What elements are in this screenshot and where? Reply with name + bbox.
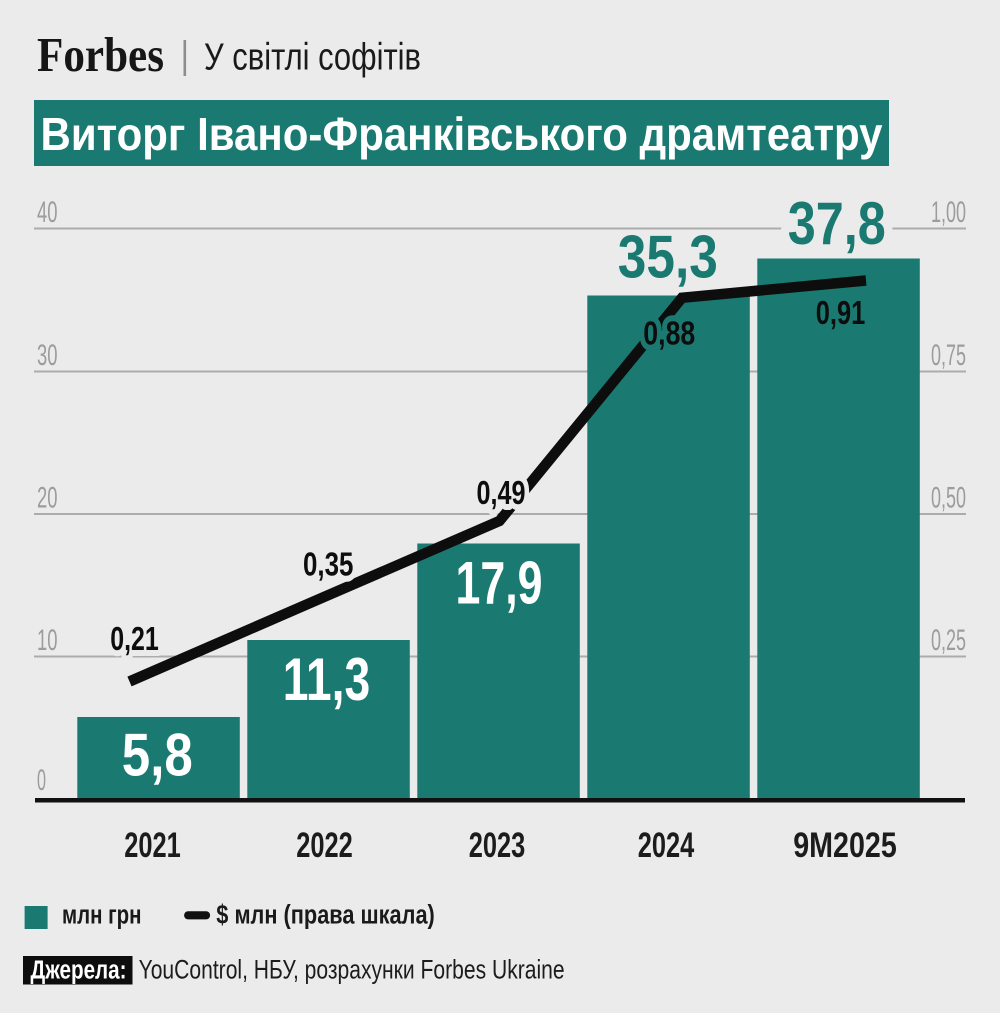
svg-text:0,35: 0,35	[303, 545, 353, 582]
svg-text:0,21: 0,21	[110, 620, 159, 657]
svg-text:1,00: 1,00	[931, 196, 966, 229]
svg-text:0,91: 0,91	[816, 294, 866, 331]
svg-text:17,9: 17,9	[456, 549, 543, 616]
svg-text:0,49: 0,49	[477, 474, 526, 511]
svg-text:9М2025: 9М2025	[793, 825, 897, 865]
svg-text:0,75: 0,75	[931, 339, 966, 372]
svg-text:Forbes: Forbes	[37, 27, 164, 82]
svg-text:0,88: 0,88	[643, 315, 695, 352]
svg-text:0,25: 0,25	[931, 624, 966, 657]
svg-text:0,50: 0,50	[931, 482, 966, 515]
svg-text:11,3: 11,3	[283, 646, 371, 713]
svg-text:37,8: 37,8	[788, 190, 886, 257]
svg-text:0,49: 0,49	[477, 474, 526, 511]
svg-text:Виторг Івано-Франківського дра: Виторг Івано-Франківського драмтеатру	[41, 108, 883, 160]
svg-text:40: 40	[37, 196, 58, 229]
svg-text:2024: 2024	[638, 825, 695, 865]
svg-text:У світлі софітів: У світлі софітів	[204, 37, 421, 79]
svg-text:0,21: 0,21	[110, 620, 159, 657]
svg-text:0: 0	[37, 764, 46, 797]
svg-text:2022: 2022	[296, 825, 353, 865]
svg-text:5,8: 5,8	[122, 722, 193, 789]
svg-text:35,3: 35,3	[618, 224, 718, 291]
svg-text:0,35: 0,35	[303, 545, 353, 582]
svg-text:Джерела:: Джерела:	[31, 957, 127, 985]
svg-text:0,88: 0,88	[643, 315, 695, 352]
svg-text:37,8: 37,8	[788, 190, 886, 257]
svg-text:35,3: 35,3	[618, 224, 718, 291]
svg-text:$ млн (права шкала): $ млн (права шкала)	[216, 900, 434, 930]
svg-text:2021: 2021	[124, 825, 181, 865]
svg-text:млн грн: млн грн	[62, 900, 142, 930]
svg-text:2023: 2023	[469, 825, 526, 865]
svg-text:10: 10	[37, 624, 58, 657]
svg-text:0,91: 0,91	[816, 294, 866, 331]
svg-text:YouControl, НБУ, розрахунки Fo: YouControl, НБУ, розрахунки Forbes Ukrai…	[139, 955, 565, 985]
svg-text:20: 20	[37, 482, 58, 515]
svg-text:30: 30	[37, 339, 58, 372]
